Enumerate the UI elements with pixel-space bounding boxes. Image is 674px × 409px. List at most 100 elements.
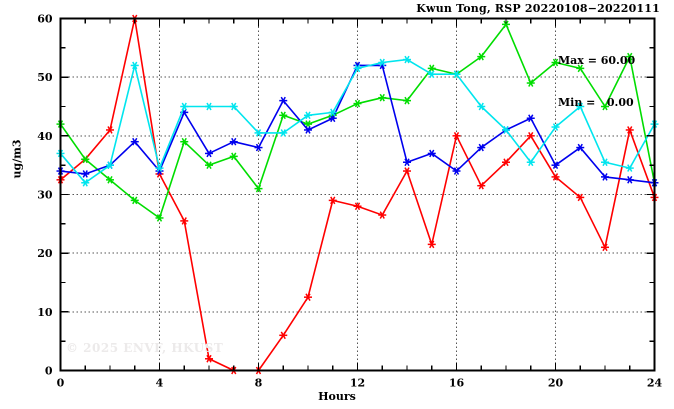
- data-point: [551, 58, 560, 67]
- x-tick-label: 16: [449, 377, 465, 390]
- tick-labels: 0 4 8 12 16 20 24 0 10 20 30 40 50 60: [37, 13, 662, 390]
- data-point: [576, 143, 585, 152]
- data-point: [452, 70, 461, 79]
- data-point: [576, 64, 585, 73]
- data-point: [180, 217, 189, 225]
- data-point: [526, 79, 535, 87]
- data-point: [378, 211, 387, 219]
- data-point: [625, 164, 634, 172]
- data-point: [279, 129, 288, 137]
- data-point: [576, 193, 585, 202]
- data-point: [477, 143, 486, 152]
- data-point: [378, 93, 387, 102]
- data-point: [304, 126, 312, 134]
- data-point: [452, 167, 461, 175]
- data-point: [81, 170, 90, 178]
- x-tick-label: 12: [350, 377, 365, 390]
- data-point: [403, 96, 411, 105]
- data-point: [625, 175, 634, 184]
- x-tick-label: 24: [647, 377, 663, 390]
- data-point: [229, 137, 238, 146]
- data-point: [403, 55, 411, 64]
- data-point: [403, 158, 411, 167]
- data-point: [180, 137, 189, 146]
- data-point: [254, 143, 263, 152]
- data-point: [106, 175, 114, 184]
- data-point: [526, 131, 535, 140]
- data-point: [625, 126, 634, 134]
- series-series-cyan: [56, 55, 659, 187]
- data-point: [106, 161, 114, 170]
- x-tick-label: 20: [548, 377, 564, 390]
- y-tick-label: 50: [37, 71, 53, 84]
- data-point: [526, 114, 535, 123]
- data-point: [130, 137, 139, 146]
- data-point: [477, 52, 486, 61]
- data-point: [625, 52, 634, 61]
- data-point: [279, 111, 288, 120]
- data-point: [452, 131, 461, 140]
- y-tick-label: 30: [37, 189, 53, 202]
- data-point: [229, 152, 238, 161]
- data-point: [353, 99, 362, 108]
- data-point: [601, 173, 609, 181]
- data-point: [502, 20, 510, 29]
- axis-frame: [59, 17, 656, 372]
- data-point: [130, 196, 139, 205]
- y-tick-label: 20: [37, 247, 53, 260]
- data-point: [279, 331, 288, 340]
- data-point: [81, 155, 90, 164]
- data-point: [526, 158, 535, 167]
- data-point: [601, 102, 609, 111]
- y-tick-label: 60: [37, 13, 53, 26]
- data-point: [427, 149, 436, 158]
- data-point: [229, 102, 238, 111]
- stats-box: Max = 60.00 Min = 0.00: [558, 26, 635, 138]
- data-point: [254, 129, 263, 137]
- x-tick-label: 0: [57, 377, 65, 390]
- stat-min: Min = 0.00: [558, 96, 634, 109]
- data-point: [378, 58, 387, 67]
- data-point: [155, 164, 164, 172]
- data-point: [477, 102, 486, 111]
- data-point: [155, 214, 164, 222]
- data-point: [502, 158, 510, 167]
- data-point: [502, 126, 510, 134]
- data-point: [576, 102, 585, 111]
- data-point: [279, 96, 288, 105]
- data-point: [427, 70, 436, 79]
- data-point: [328, 108, 337, 117]
- data-point: [81, 178, 90, 187]
- data-point: [205, 149, 213, 158]
- y-tick-label: 0: [45, 365, 53, 378]
- data-point: [304, 111, 312, 120]
- page-title: Kwun Tong, RSP 20220108−20220111: [416, 2, 660, 15]
- x-tick-label: 4: [156, 377, 164, 390]
- data-point: [180, 102, 189, 111]
- x-tick-label: 8: [255, 377, 263, 390]
- data-point: [601, 243, 609, 252]
- data-point: [130, 61, 139, 70]
- y-tick-label: 10: [37, 306, 53, 319]
- data-point: [205, 102, 213, 111]
- data-point: [477, 181, 486, 190]
- y-tick-label: 40: [37, 130, 53, 143]
- data-point: [353, 64, 362, 73]
- stat-max: Max = 60.00: [558, 54, 636, 67]
- data-point: [551, 123, 560, 131]
- data-point: [254, 184, 263, 193]
- data-point: [106, 126, 114, 134]
- data-point: [427, 240, 436, 249]
- data-point: [551, 173, 560, 181]
- y-axis-label: ug/m3: [10, 139, 24, 179]
- data-point: [551, 161, 560, 170]
- grid-lines: [60, 18, 655, 371]
- data-point: [304, 293, 312, 302]
- data-point: [403, 167, 411, 175]
- data-point: [353, 202, 362, 211]
- x-axis-label: Hours: [318, 390, 356, 403]
- data-point: [328, 196, 337, 205]
- data-point: [205, 354, 213, 363]
